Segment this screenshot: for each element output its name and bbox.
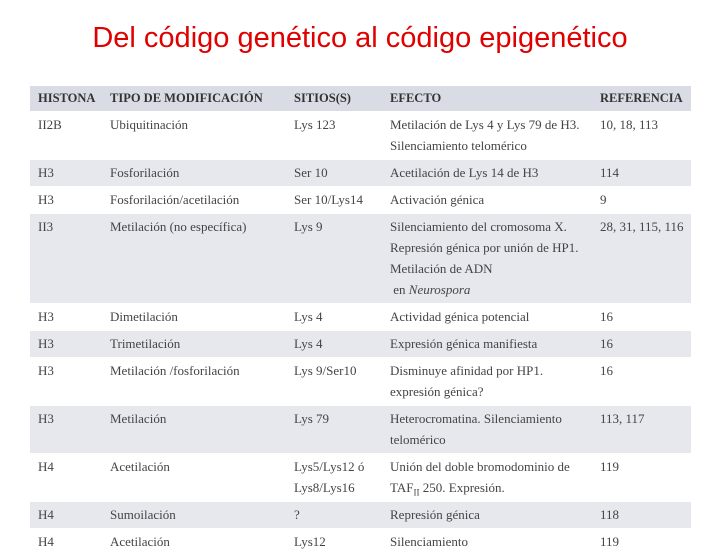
cell-sitios: Lys 4 [286,330,382,358]
column-header-referencia: REFERENCIA [592,86,691,112]
table-row: H4 Sumoilación ? Represión génica 118 [30,501,691,529]
cell-tipo: Metilación /fosforilación [102,357,286,406]
cell-efecto: Represión génica [382,501,592,529]
cell-sitios: Ser 10 [286,159,382,187]
cell-efecto: Unión del doble bromodominio de TAFII 25… [382,453,592,502]
cell-efecto-text: Silenciamiento del cromosoma X. Represió… [390,219,579,276]
cell-histona: H3 [30,303,102,331]
cell-tipo: Acetilación [102,453,286,502]
cell-histona: H4 [30,501,102,529]
cell-tipo: Trimetilación [102,330,286,358]
cell-histona: II3 [30,213,102,304]
cell-histona: H3 [30,405,102,454]
cell-tipo: Fosforilación [102,159,286,187]
cell-referencia: 118 [592,501,691,529]
cell-histona: H3 [30,357,102,406]
cell-referencia: 16 [592,330,691,358]
cell-tipo: Sumoilación [102,501,286,529]
cell-referencia: 16 [592,303,691,331]
cell-efecto: Expresión génica manifiesta [382,330,592,358]
cell-histona: H3 [30,186,102,214]
cell-efecto-italic: Neurospora [408,282,471,297]
cell-referencia: 28, 31, 115, 116 [592,213,691,304]
cell-sitios: Lys 9/Ser10 [286,357,382,406]
table-row: H4 Acetilación Lys5/Lys12 ó Lys8/Lys16 U… [30,453,691,502]
cell-sitios: Lys 123 [286,111,382,160]
table-row: H3 Dimetilación Lys 4 Actividad génica p… [30,303,691,331]
cell-tipo: Acetilación [102,528,286,556]
cell-histona: H3 [30,330,102,358]
cell-referencia: 16 [592,357,691,406]
cell-efecto: Disminuye afinidad por HP1. expresión gé… [382,357,592,406]
cell-sitios: Lys 79 [286,405,382,454]
table-row: H4 Acetilación Lys12 Silenciamiento 119 [30,528,691,556]
cell-efecto: Silenciamiento [382,528,592,556]
table-row: H3 Metilación Lys 79 Heterocromatina. Si… [30,405,691,454]
column-header-efecto: EFECTO [382,86,592,112]
cell-histona: H4 [30,528,102,556]
table-row: H3 Metilación /fosforilación Lys 9/Ser10… [30,357,691,406]
cell-efecto-text: Unión del doble bromodominio de TAF [390,459,570,495]
table-row: II2B Ubiquitinación Lys 123 Metilación d… [30,111,691,160]
table-row: II3 Metilación (no específica) Lys 9 Sil… [30,213,691,304]
slide-title: Del código genético al código epigenétic… [92,22,628,54]
cell-tipo: Fosforilación/acetilación [102,186,286,214]
cell-histona: H4 [30,453,102,502]
histone-modification-table: HISTONA TIPO DE MODIFICACIÓN SITIOS(S) E… [30,86,691,556]
cell-referencia: 113, 117 [592,405,691,454]
cell-sitios: Lys12 [286,528,382,556]
cell-efecto-subscript: II [413,487,420,498]
cell-sitios: Lys 9 [286,213,382,304]
cell-sitios: Lys5/Lys12 ó Lys8/Lys16 [286,453,382,502]
cell-efecto: Metilación de Lys 4 y Lys 79 de H3. Sile… [382,111,592,160]
cell-sitios: Lys 4 [286,303,382,331]
cell-sitios: ? [286,501,382,529]
cell-efecto-text-end: 250. Expresión. [419,480,505,495]
cell-efecto: Actividad génica potencial [382,303,592,331]
cell-efecto: Silenciamiento del cromosoma X. Represió… [382,213,592,304]
table-row: H3 Trimetilación Lys 4 Expresión génica … [30,330,691,358]
cell-tipo: Metilación (no específica) [102,213,286,304]
cell-referencia: 114 [592,159,691,187]
cell-histona: II2B [30,111,102,160]
cell-tipo: Dimetilación [102,303,286,331]
table-row: H3 Fosforilación Ser 10 Acetilación de L… [30,159,691,187]
cell-efecto: Heterocromatina. Silenciamiento teloméri… [382,405,592,454]
cell-efecto: Acetilación de Lys 14 de H3 [382,159,592,187]
cell-referencia: 119 [592,528,691,556]
cell-histona: H3 [30,159,102,187]
column-header-sitios: SITIOS(S) [286,86,382,112]
cell-referencia: 9 [592,186,691,214]
table-header-row: HISTONA TIPO DE MODIFICACIÓN SITIOS(S) E… [30,86,691,112]
table-row: H3 Fosforilación/acetilación Ser 10/Lys1… [30,186,691,214]
column-header-tipo: TIPO DE MODIFICACIÓN [102,86,286,112]
cell-efecto: Activación génica [382,186,592,214]
cell-sitios: Ser 10/Lys14 [286,186,382,214]
column-header-histona: HISTONA [30,86,102,112]
cell-tipo: Ubiquitinación [102,111,286,160]
cell-referencia: 10, 18, 113 [592,111,691,160]
cell-tipo: Metilación [102,405,286,454]
cell-referencia: 119 [592,453,691,502]
cell-efecto-extra: en [393,282,406,297]
